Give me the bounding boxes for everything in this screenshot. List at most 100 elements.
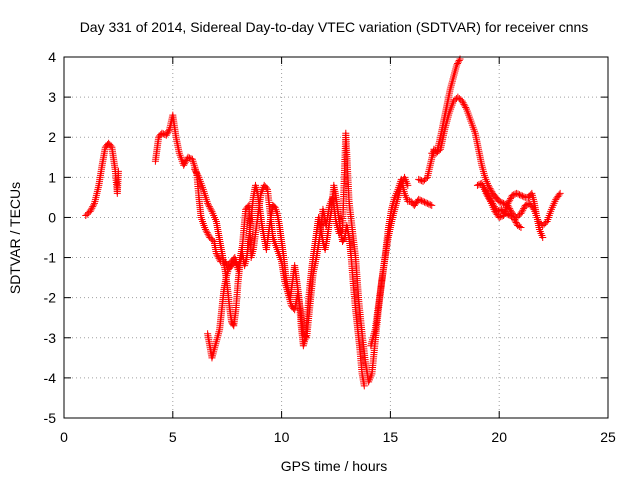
data-point-marker xyxy=(484,191,492,199)
data-point-marker xyxy=(87,206,95,214)
data-point-marker xyxy=(234,262,242,270)
data-point-marker xyxy=(114,167,122,175)
data-point-marker xyxy=(488,198,496,206)
data-point-marker xyxy=(516,191,524,199)
data-point-marker xyxy=(514,190,522,198)
data-point-marker xyxy=(270,202,278,210)
data-point-marker xyxy=(487,196,495,204)
chart-title: Day 331 of 2014, Sidereal Day-to-day VTE… xyxy=(80,19,589,35)
data-point-marker xyxy=(201,225,209,233)
data-point-marker xyxy=(486,195,494,203)
y-tick-label: 4 xyxy=(48,49,56,65)
data-point-marker xyxy=(204,201,212,209)
data-point-marker xyxy=(481,185,489,193)
data-point-marker xyxy=(191,167,199,175)
data-point-marker xyxy=(233,260,241,268)
data-point-marker xyxy=(215,254,223,262)
data-point-marker xyxy=(204,199,212,207)
data-point-marker xyxy=(107,142,115,150)
x-axis-label: GPS time / hours xyxy=(281,458,388,474)
data-point-marker xyxy=(428,201,436,209)
data-point-marker xyxy=(511,217,519,225)
data-point-marker xyxy=(262,184,270,192)
data-point-marker xyxy=(165,127,173,135)
data-point-marker xyxy=(422,199,430,207)
data-point-marker xyxy=(495,213,503,221)
x-tick-label: 25 xyxy=(600,429,616,445)
y-tick-label: -5 xyxy=(44,410,57,426)
data-point-marker xyxy=(496,206,504,214)
data-point-marker xyxy=(505,198,513,206)
data-point-marker xyxy=(490,203,498,211)
data-point-marker xyxy=(185,154,193,162)
series-segment-3 xyxy=(191,165,368,390)
data-point-marker xyxy=(502,209,510,217)
x-tick-label: 0 xyxy=(60,429,68,445)
data-point-marker xyxy=(425,200,433,208)
y-axis-label: SDTVAR / TECUs xyxy=(7,182,23,294)
data-point-marker xyxy=(503,210,511,218)
data-point-marker xyxy=(423,199,431,207)
data-point-marker xyxy=(518,208,526,216)
data-point-marker xyxy=(184,153,192,161)
data-point-marker xyxy=(461,102,469,110)
data-point-marker xyxy=(507,195,515,203)
data-point-marker xyxy=(455,57,463,65)
data-point-marker xyxy=(489,199,497,207)
data-point-marker xyxy=(164,128,172,136)
data-point-marker xyxy=(420,198,428,206)
x-tick-label: 15 xyxy=(383,429,399,445)
series-segment-5 xyxy=(367,173,412,350)
data-point-marker xyxy=(460,100,468,108)
data-point-marker xyxy=(517,223,525,231)
data-point-marker xyxy=(158,129,166,137)
data-point-marker xyxy=(360,382,368,390)
data-point-marker xyxy=(520,205,528,213)
data-point-marker xyxy=(163,130,171,138)
data-point-marker xyxy=(244,203,252,211)
data-point-marker xyxy=(192,169,200,177)
data-point-marker xyxy=(426,201,434,209)
axes: 0 5 10 15 20 25 -5 -4 -3 -2 -1 0 1 2 3 4 xyxy=(44,49,616,445)
y-tick-label: 2 xyxy=(48,129,56,145)
data-point-marker xyxy=(555,191,563,199)
data-point-marker xyxy=(419,197,427,205)
data-point-marker xyxy=(191,165,199,173)
series-segment-9 xyxy=(480,183,525,231)
data-point-marker xyxy=(458,97,466,105)
data-point-marker xyxy=(202,227,210,235)
data-point-marker xyxy=(480,183,488,191)
data-point-marker xyxy=(181,158,189,166)
data-point-marker xyxy=(193,170,201,178)
data-point-marker xyxy=(415,175,423,183)
data-point-marker xyxy=(203,229,211,237)
data-point-marker xyxy=(86,207,94,215)
data-point-marker xyxy=(181,160,189,168)
data-point-marker xyxy=(493,207,501,215)
data-point-marker xyxy=(497,213,505,221)
data-point-marker xyxy=(415,195,423,203)
data-point-marker xyxy=(194,172,202,180)
data-point-marker xyxy=(506,196,514,204)
data-point-marker xyxy=(504,199,512,207)
data-point-marker xyxy=(418,177,426,185)
data-point-marker xyxy=(204,230,212,238)
series-segment-4 xyxy=(204,258,242,362)
data-point-marker xyxy=(485,193,493,201)
y-tick-label: -2 xyxy=(44,290,57,306)
data-point-marker xyxy=(416,196,424,204)
data-point-marker xyxy=(518,192,526,200)
data-point-marker xyxy=(462,104,470,112)
data-point-marker xyxy=(214,253,222,261)
data-point-marker xyxy=(495,197,503,205)
data-point-marker xyxy=(205,203,213,211)
y-tick-label: -4 xyxy=(44,370,57,386)
data-point-marker xyxy=(539,234,547,241)
x-tick-label: 5 xyxy=(169,429,177,445)
data-point-marker xyxy=(517,191,525,199)
data-point-marker xyxy=(88,204,96,212)
series-segment-1 xyxy=(82,139,122,219)
data-point-marker xyxy=(483,190,491,198)
data-point-marker xyxy=(453,61,461,69)
